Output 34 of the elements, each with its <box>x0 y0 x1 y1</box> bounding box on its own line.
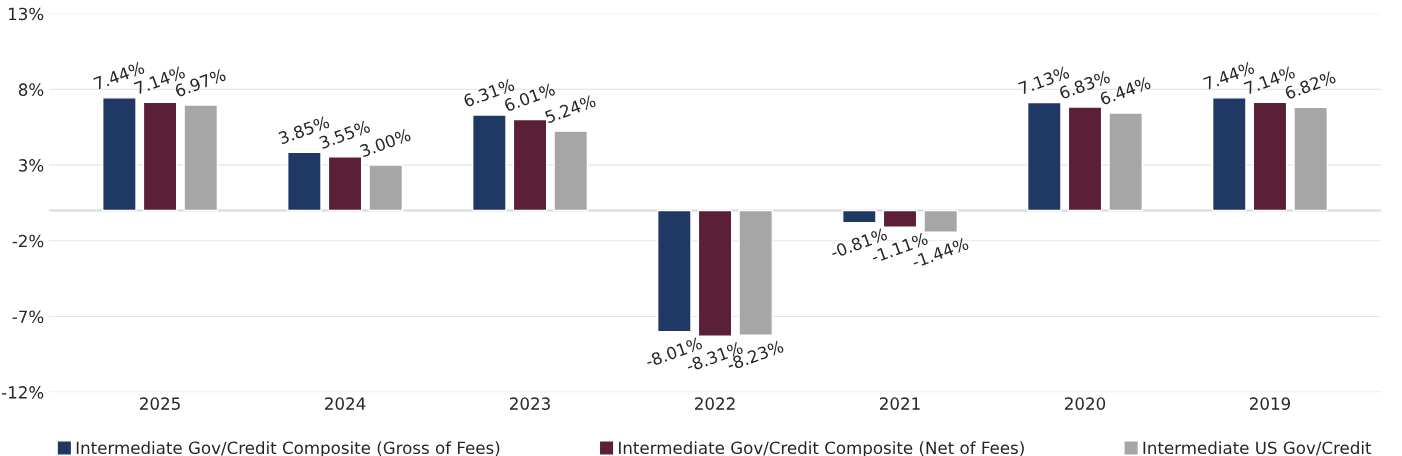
x-tick-label: 2021 <box>880 397 920 410</box>
bar <box>183 104 219 212</box>
bar <box>142 101 178 212</box>
bar <box>1067 106 1103 212</box>
bar <box>327 156 363 212</box>
bar <box>471 114 507 212</box>
bar <box>656 209 692 333</box>
bar <box>102 97 137 212</box>
bar <box>368 164 404 212</box>
y-tick-label: -2% <box>12 234 44 248</box>
y-tick-label: -12% <box>1 386 44 399</box>
x-tick-label: 2019 <box>1249 397 1291 410</box>
x-tick-label: 2020 <box>1065 397 1106 410</box>
x-tick-label: 2022 <box>695 397 735 410</box>
y-tick-label: -7% <box>12 310 44 324</box>
bar <box>553 130 589 212</box>
bar <box>738 209 774 336</box>
x-tick-label: 2024 <box>325 397 366 410</box>
x-tick-label: 2023 <box>510 397 550 410</box>
legend-label: Intermediate US Gov/Credit <box>1143 441 1372 456</box>
bar <box>1026 101 1062 212</box>
x-tick-label: 2025 <box>140 397 180 410</box>
y-tick-label: 8% <box>18 83 44 96</box>
bar <box>1293 106 1329 212</box>
bar <box>1108 112 1144 212</box>
bar <box>1211 97 1247 212</box>
y-tick-label: 3% <box>19 159 44 172</box>
bar <box>1252 101 1288 212</box>
bar <box>841 209 877 224</box>
bar <box>923 209 959 233</box>
y-tick-label: 13% <box>9 7 44 21</box>
bar <box>882 209 918 228</box>
bar <box>287 151 322 212</box>
bar <box>697 209 733 337</box>
